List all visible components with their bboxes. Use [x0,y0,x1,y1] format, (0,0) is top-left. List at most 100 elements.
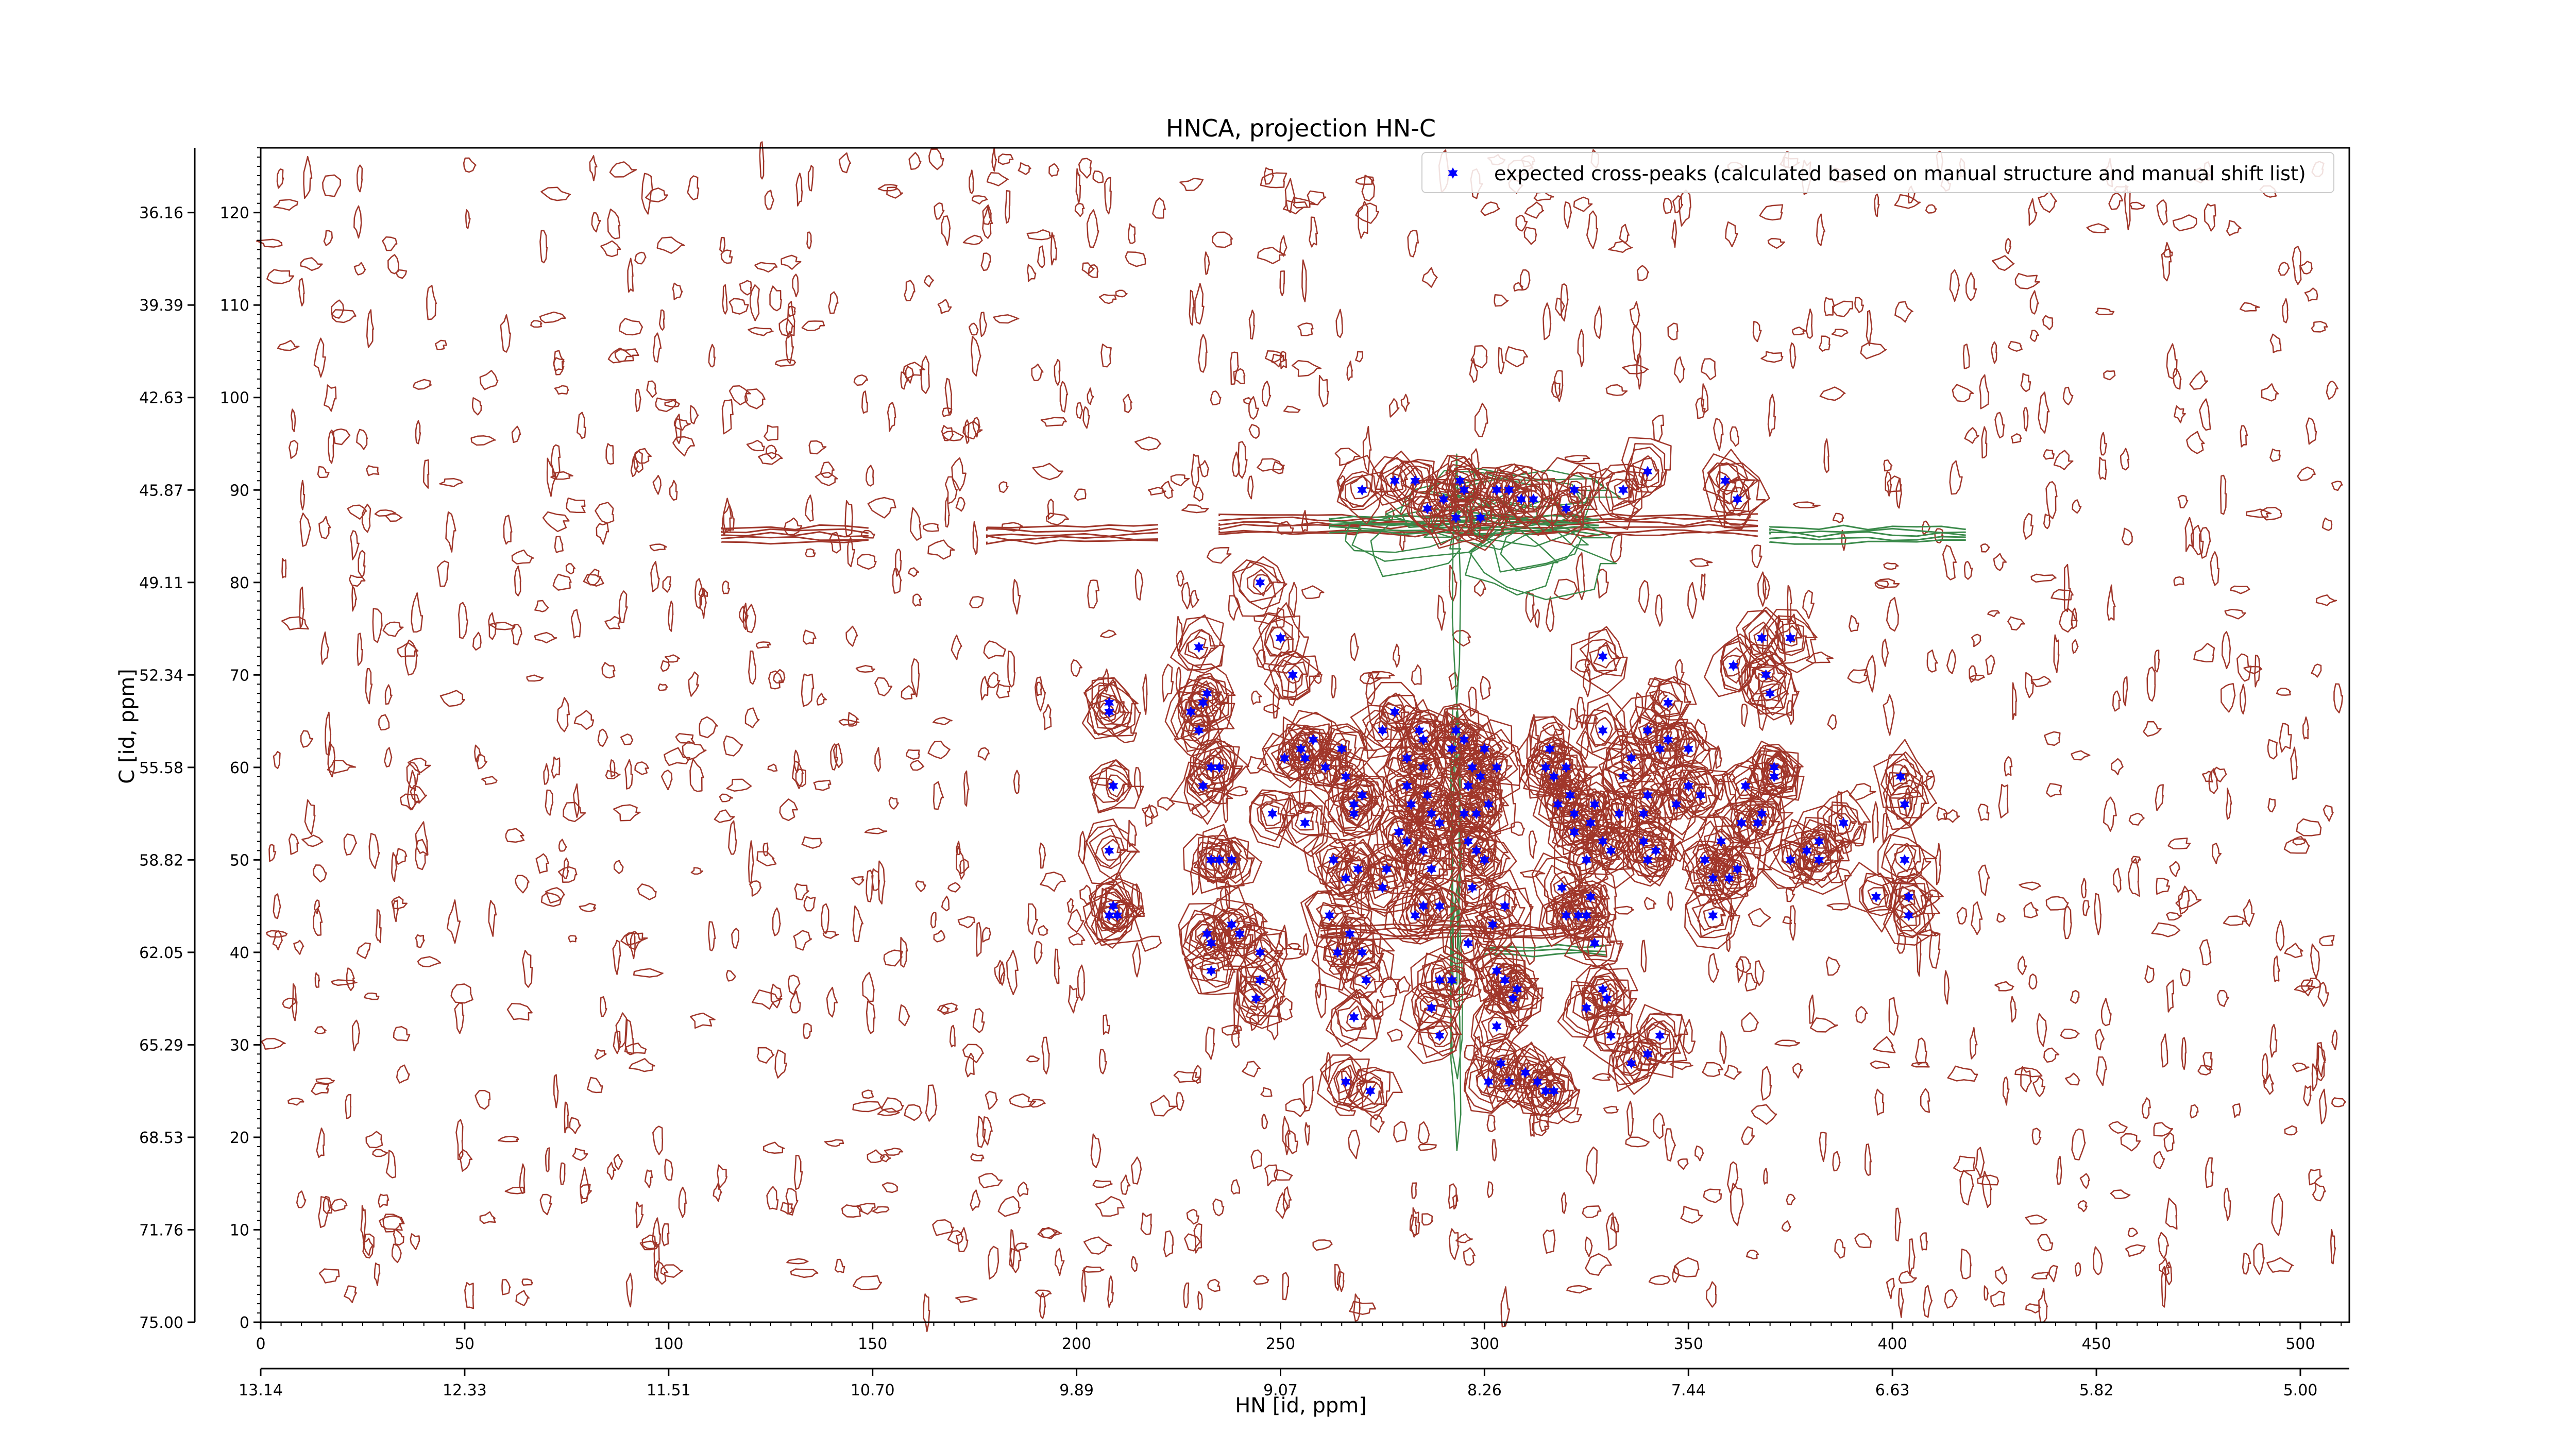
contour-line [1087,579,1100,609]
cross-peak-marker [1528,493,1538,505]
contour-line [1375,854,1402,883]
contour-line [1605,478,1639,508]
contour-line [1493,1066,1519,1092]
cross-peak-marker [1276,632,1285,644]
contour-line [1106,766,1131,803]
cross-peak-marker [1214,854,1225,866]
contour-line [1361,840,1418,895]
contour-line [1634,692,1645,725]
contour-line [2199,398,2211,431]
contour-line [639,1240,659,1251]
contour-line [2031,1128,2042,1146]
contour-line [1994,1266,2007,1285]
contour-line [1584,817,1627,865]
contour-line [773,669,786,684]
contour-line [1787,585,1792,624]
contour-line [1435,468,1498,529]
contour-line [1873,1036,1896,1053]
contour-line [2223,915,2248,926]
contour-line [980,676,989,701]
cross-peak-marker [1194,641,1204,653]
contour-line [2202,1052,2213,1071]
contour-line [978,1172,1003,1189]
contour-line [1089,878,1144,928]
contour-line [962,234,983,245]
contour-line [749,880,762,897]
contour-line [1724,1064,1742,1080]
cross-peak-marker [1708,873,1718,884]
contour-line [853,374,869,386]
contour-line [972,417,981,438]
contour-line [2014,1067,2043,1078]
y-ppm-tick-label: 55.58 [139,759,183,777]
contour-line [2172,368,2182,390]
contour-line [1854,1233,1872,1249]
contour-line [1979,374,1990,409]
contour-line [1920,1232,1928,1251]
contour-line [1079,884,1093,905]
contour-line [1888,997,1899,1036]
contour-line [786,1258,809,1265]
contour-line [1442,967,1469,1001]
contour-line [565,563,576,575]
contour-line [1407,1003,1462,1064]
contour-line [717,1164,728,1190]
contour-line [2330,1228,2336,1265]
contour-line [2308,1168,2323,1186]
contour-line [756,851,777,867]
contour-line [1032,463,1064,481]
contour-line [293,940,304,955]
contour-line [1111,724,1138,744]
contour-line [728,385,751,406]
contour-line [1742,610,1780,656]
cross-peak-marker [1422,789,1433,801]
contour-line [2331,481,2343,491]
contour-line [1531,852,1585,913]
contour-line [2230,585,2250,594]
contour-line [470,435,496,446]
contour-line [1662,787,1694,821]
contour-line [986,527,1159,533]
contour-line [1101,839,1122,861]
cross-peak-marker [1434,974,1445,986]
contour-line [2131,856,2141,864]
contour-line [1142,673,1148,715]
contour-line [1307,190,1327,206]
contour-line [801,320,825,332]
cross-peak-marker [1255,576,1265,588]
contour-line [1619,224,1630,244]
contour-line [2153,1122,2174,1137]
contour-line [1700,573,1706,601]
contour-line [971,195,988,204]
contour-line [749,284,760,321]
contour-line [1362,425,1372,473]
contour-line [292,983,298,1021]
contour-line [1465,527,1558,596]
contour-line [2029,290,2039,315]
contour-line [391,852,398,882]
cross-peak-marker [1451,725,1461,736]
contour-line [1991,341,1997,364]
contour-line [1193,1223,1202,1254]
contour-line [372,608,383,643]
contour-line [2276,688,2292,696]
contour-line [630,931,636,960]
contour-line [1808,994,1815,1024]
cross-peak-marker [1696,789,1706,801]
y-tick-label: 30 [230,1036,249,1054]
cross-peak-marker [1585,891,1596,903]
contour-line [545,887,565,904]
contour-line [792,274,799,298]
cross-peak-marker [1655,743,1665,755]
contour-line [1638,580,1650,613]
cross-peak-marker [1618,771,1629,782]
contour-line [1882,812,1889,845]
cross-peak-marker [1761,669,1771,681]
contour-line [1573,918,1622,962]
contour-line [1092,684,1121,720]
contour-line [1162,663,1174,703]
contour-line [649,543,667,552]
contour-line [406,761,420,790]
contour-line [1450,926,1481,961]
contour-line [714,809,735,823]
